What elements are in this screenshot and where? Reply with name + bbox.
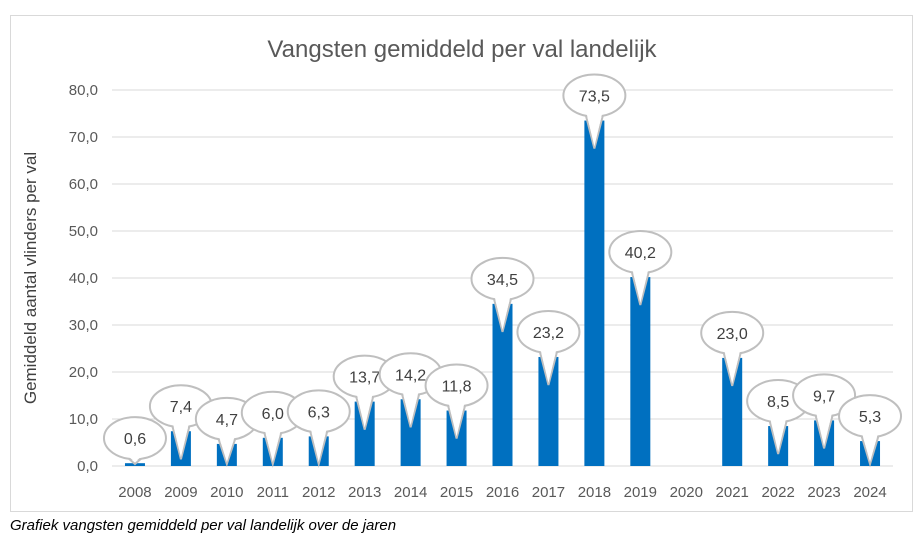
callout-mask: [126, 455, 143, 462]
data-label: 4,7: [216, 412, 238, 429]
y-tick-label: 40,0: [69, 270, 98, 287]
callout-mask: [218, 435, 235, 462]
x-tick-label: 2009: [164, 484, 197, 501]
y-tick-label: 20,0: [69, 364, 98, 381]
x-tick-label: 2012: [302, 484, 335, 501]
data-label: 34,5: [487, 272, 518, 289]
data-label: 14,2: [395, 367, 426, 384]
callout-mask: [264, 429, 281, 462]
chart-title: Vangsten gemiddeld per val landelijk: [267, 36, 657, 63]
bar: [400, 399, 421, 466]
data-label: 23,0: [717, 326, 748, 343]
data-label: 13,7: [349, 370, 380, 387]
callout-mask: [540, 348, 557, 383]
x-tick-label: 2016: [486, 484, 519, 501]
bar: [354, 401, 375, 466]
callout-mask: [448, 402, 465, 437]
data-label: 7,4: [170, 399, 192, 416]
x-tick-label: 2013: [348, 484, 381, 501]
data-label-callout: 34,5: [470, 256, 535, 333]
x-tick-label: 2014: [394, 484, 427, 501]
callout-mask: [862, 433, 879, 462]
callout-mask: [172, 423, 189, 458]
data-label: 6,0: [262, 406, 284, 423]
callout-mask: [586, 112, 603, 147]
y-tick-label: 30,0: [69, 317, 98, 334]
callout-mask: [494, 295, 511, 330]
data-label-callout: 23,2: [516, 309, 581, 386]
data-label-callout: 40,2: [608, 230, 673, 306]
x-tick-label: 2020: [670, 484, 703, 501]
data-label-callout: 0,6: [102, 416, 167, 466]
x-tick-label: 2008: [118, 484, 151, 501]
bar: [492, 303, 513, 466]
y-tick-label: 70,0: [69, 129, 98, 146]
x-tick-label: 2018: [578, 484, 611, 501]
data-label-callout: 23,0: [700, 310, 765, 387]
callout-mask: [724, 349, 741, 384]
data-label: 9,7: [813, 388, 835, 405]
data-label: 6,3: [308, 404, 330, 421]
y-tick-label: 60,0: [69, 176, 98, 193]
data-label-callout: 6,3: [286, 389, 351, 468]
data-label-callout: 73,5: [562, 73, 627, 149]
callout-mask: [402, 391, 419, 426]
data-label: 73,5: [579, 89, 610, 106]
callout-mask: [356, 393, 373, 428]
x-tick-label: 2010: [210, 484, 243, 501]
bar: [722, 357, 743, 466]
y-tick-label: 50,0: [69, 223, 98, 240]
x-tick-label: 2017: [532, 484, 565, 501]
figure-caption: Grafiek vangsten gemiddeld per val lande…: [10, 517, 397, 534]
chart-frame: [10, 15, 913, 512]
data-label: 11,8: [442, 379, 472, 396]
y-tick-label: 10,0: [69, 411, 98, 428]
x-tick-label: 2024: [853, 484, 886, 501]
data-label: 0,6: [124, 431, 146, 448]
x-tick-label: 2019: [624, 484, 657, 501]
bar: [584, 120, 605, 467]
x-tick-label: 2023: [807, 484, 840, 501]
bar: [630, 277, 651, 466]
data-label-callout: 9,7: [792, 373, 857, 449]
callout-mask: [310, 428, 327, 462]
data-label-callout: 5,3: [838, 394, 903, 468]
x-tick-label: 2022: [761, 484, 794, 501]
data-label: 40,2: [625, 245, 656, 262]
data-label-callout: 11,8: [424, 363, 489, 439]
x-tick-label: 2015: [440, 484, 473, 501]
x-tick-label: 2011: [257, 484, 289, 501]
callout-mask: [632, 269, 649, 304]
data-label: 23,2: [533, 325, 564, 342]
callout-mask: [816, 412, 833, 447]
data-label: 5,3: [859, 409, 881, 426]
y-axis-label: Gemiddeld aantal vlinders per val: [21, 152, 40, 404]
y-tick-label: 80,0: [69, 82, 98, 99]
data-label: 8,5: [767, 394, 789, 411]
data-label-callout: 6,0: [240, 390, 305, 468]
y-tick-label: 0,0: [77, 458, 98, 475]
bar: [538, 356, 559, 466]
callout-mask: [770, 418, 787, 453]
x-tick-label: 2021: [716, 484, 749, 501]
